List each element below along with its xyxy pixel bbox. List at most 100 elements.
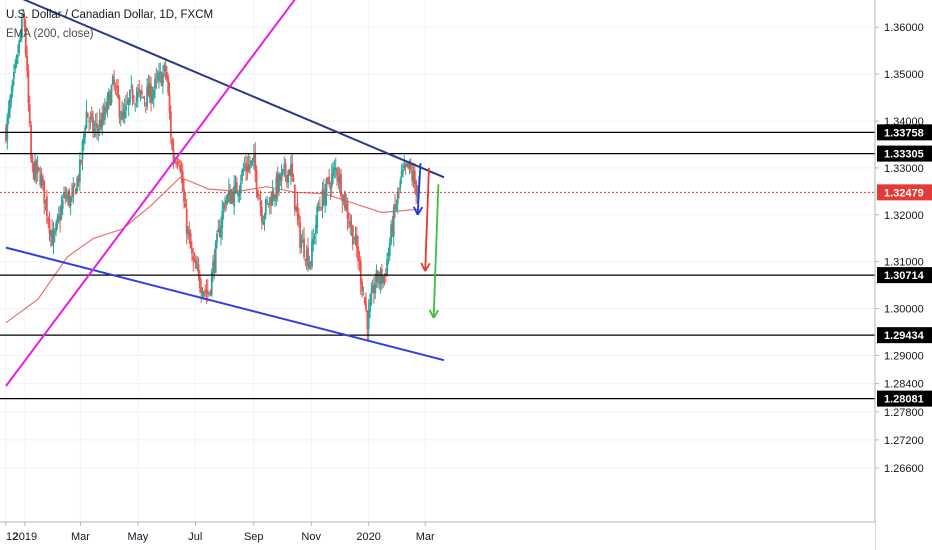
- candle-body: [391, 224, 394, 235]
- price-badge: [877, 184, 932, 201]
- candle-body: [398, 188, 400, 190]
- candle-body: [217, 229, 220, 233]
- candle-body: [363, 296, 366, 304]
- candle-body: [40, 176, 43, 186]
- price-badge-label: 1.32479: [884, 187, 924, 199]
- candle-body: [142, 96, 145, 98]
- candle-body: [5, 127, 7, 141]
- candle-body: [303, 238, 305, 258]
- candle-body: [111, 76, 114, 85]
- time-tick-label: Sep: [244, 531, 264, 543]
- candle-body: [53, 230, 56, 234]
- candle-body: [256, 190, 259, 198]
- candle-body: [82, 133, 85, 144]
- candle-body: [328, 176, 331, 185]
- candle-body: [250, 160, 253, 165]
- candle-body: [150, 85, 152, 103]
- candle-body: [312, 238, 315, 245]
- blue-arrow-shaft: [416, 163, 422, 215]
- candle-body: [299, 221, 301, 248]
- candle-body: [115, 86, 118, 88]
- candle-body: [413, 170, 416, 185]
- time-tick-label: 2019: [13, 531, 37, 543]
- candle-body: [262, 220, 265, 225]
- candle-body: [144, 102, 147, 104]
- candle-body: [366, 310, 369, 330]
- candle-body: [76, 178, 79, 192]
- candle-body: [267, 202, 270, 205]
- candle-body: [67, 192, 69, 200]
- candle-body: [209, 290, 212, 294]
- candle-body: [71, 193, 73, 195]
- candle-body: [172, 148, 175, 162]
- candle-body: [20, 18, 23, 39]
- candle-body: [313, 237, 316, 239]
- green-arrow-head: [432, 309, 440, 319]
- candle-body: [56, 217, 59, 223]
- candle-body: [35, 160, 38, 174]
- candle-body: [387, 252, 390, 257]
- candle-body: [123, 108, 126, 119]
- candle-body: [330, 174, 333, 187]
- price-badge-label: 1.33305: [884, 149, 924, 161]
- candle-body: [378, 281, 381, 284]
- candle-body: [350, 225, 353, 228]
- candle-body: [198, 275, 201, 288]
- candle-body: [241, 170, 243, 181]
- candle-body: [399, 180, 402, 189]
- candle-body: [31, 155, 34, 163]
- candle-body: [129, 90, 131, 103]
- candle-body: [246, 166, 249, 172]
- candle-body: [371, 285, 374, 293]
- candle-body: [191, 248, 193, 254]
- candle-body: [226, 194, 229, 203]
- candle-body: [97, 128, 100, 132]
- price-badges: 1.33758 1.33305 1.30714 1.29434 1.28081 1.324…: [877, 124, 932, 407]
- candle-body: [13, 71, 15, 80]
- candle-body: [133, 100, 135, 102]
- candle-body: [384, 273, 387, 276]
- candle-body: [315, 224, 317, 234]
- candle-body: [151, 96, 154, 101]
- candle-body: [230, 194, 233, 202]
- candle-body: [72, 185, 75, 198]
- candle-body: [32, 163, 35, 180]
- price-tick-label: 1.33000: [884, 163, 924, 175]
- candle-body: [318, 206, 321, 208]
- candle-body: [284, 163, 287, 176]
- candle-body: [131, 89, 134, 100]
- candle-body: [117, 85, 119, 98]
- candle-body: [188, 231, 191, 236]
- candle-body: [152, 89, 155, 98]
- candle-body: [396, 191, 399, 205]
- price-badge: [877, 145, 932, 162]
- candle-body: [63, 191, 65, 198]
- candle-body: [11, 80, 14, 92]
- candle-body: [382, 276, 385, 284]
- candle-body: [292, 177, 295, 182]
- candle-body: [73, 183, 76, 186]
- candle-body: [143, 98, 146, 100]
- candle-body: [359, 261, 362, 284]
- candle-body: [168, 92, 171, 113]
- candle-body: [36, 165, 39, 171]
- candle-body: [274, 196, 276, 201]
- candle-body: [213, 259, 216, 270]
- candle-body: [259, 199, 262, 207]
- candle-body: [64, 194, 67, 198]
- candle-body: [375, 269, 378, 282]
- candle-body: [392, 207, 395, 237]
- candle-body: [14, 63, 17, 70]
- chart-title: U.S. Dollar / Canadian Dollar, 1D, FXCM: [6, 9, 214, 21]
- candle-body: [90, 114, 93, 116]
- candle-body: [242, 169, 245, 172]
- candle-body: [272, 193, 275, 198]
- time-tick-label: 2020: [356, 531, 380, 543]
- candle-body: [358, 258, 361, 262]
- candle-body: [415, 180, 418, 195]
- candle-body: [175, 162, 178, 164]
- candle-body: [329, 186, 332, 190]
- price-tick-label: 1.26600: [884, 463, 924, 475]
